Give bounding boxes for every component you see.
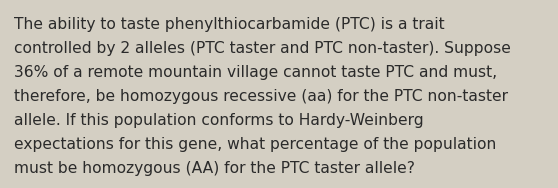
Text: The ability to taste phenylthiocarbamide (PTC) is a trait: The ability to taste phenylthiocarbamide…: [14, 17, 445, 32]
Text: allele. If this population conforms to Hardy-Weinberg: allele. If this population conforms to H…: [14, 113, 424, 128]
Text: 36% of a remote mountain village cannot taste PTC and must,: 36% of a remote mountain village cannot …: [14, 65, 497, 80]
Text: controlled by 2 alleles (PTC taster and PTC non-taster). Suppose: controlled by 2 alleles (PTC taster and …: [14, 41, 511, 56]
Text: expectations for this gene, what percentage of the population: expectations for this gene, what percent…: [14, 137, 496, 152]
Text: must be homozygous (AA) for the PTC taster allele?: must be homozygous (AA) for the PTC tast…: [14, 161, 415, 176]
Text: therefore, be homozygous recessive (aa) for the PTC non-taster: therefore, be homozygous recessive (aa) …: [14, 89, 508, 104]
